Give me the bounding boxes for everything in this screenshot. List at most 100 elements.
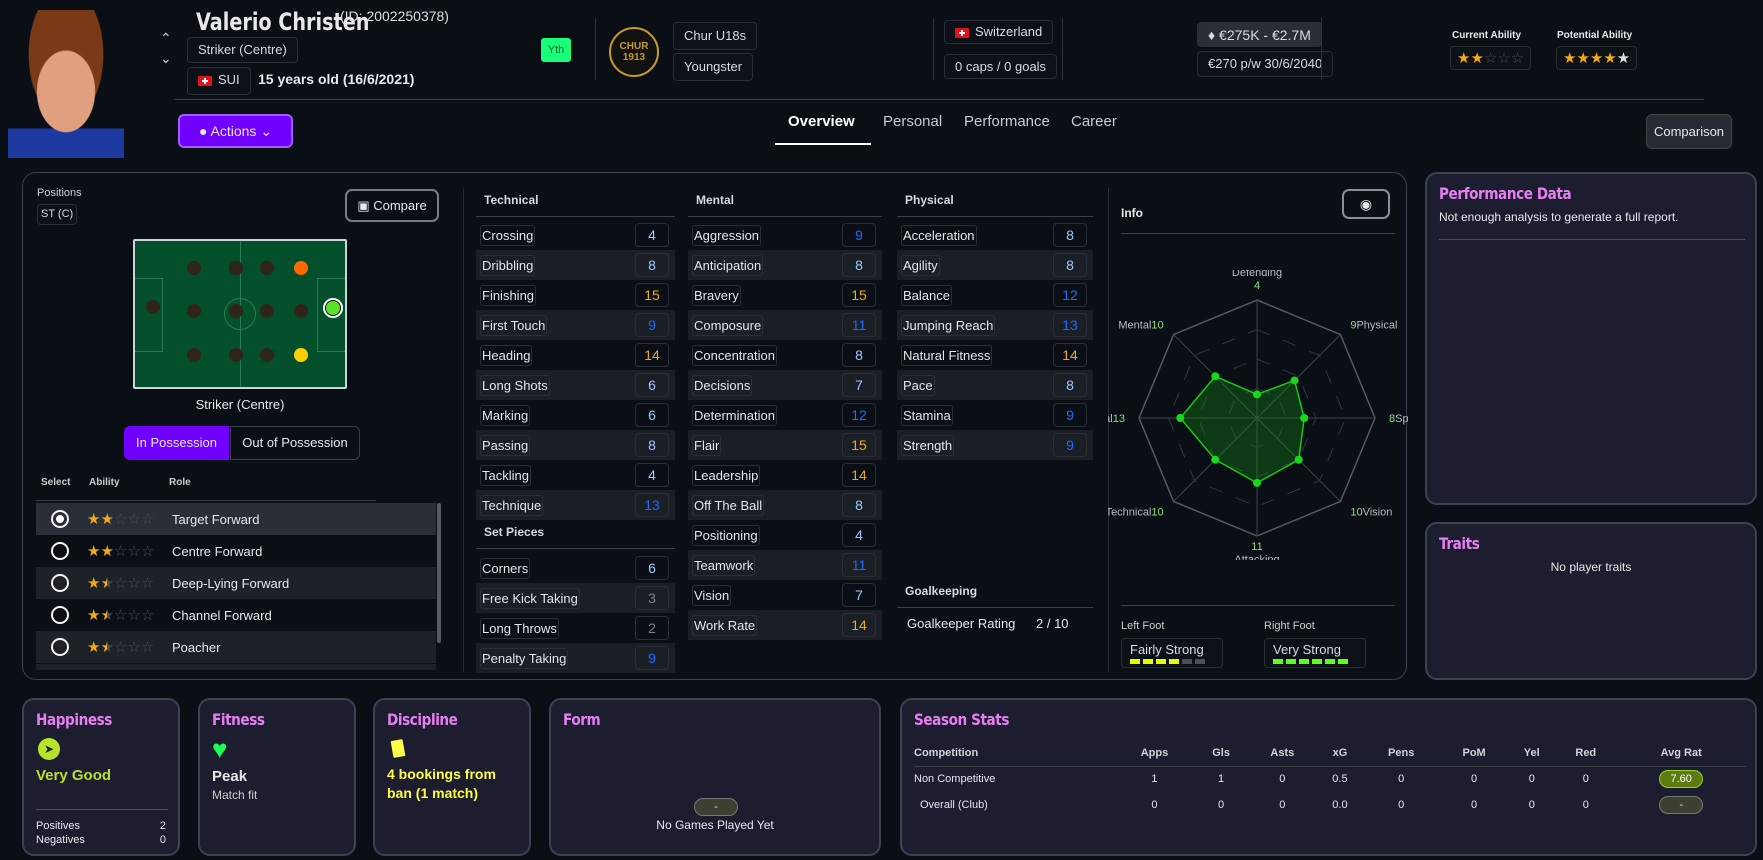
nation-name-chip[interactable]: Switzerland <box>944 20 1054 44</box>
person-icon: ● <box>198 123 211 139</box>
attribute-row[interactable]: Vision 7 <box>688 580 882 610</box>
compare-button[interactable]: ▣ Compare <box>345 189 439 222</box>
pitch-caption: Striker (Centre) <box>195 397 285 412</box>
attribute-value: 3 <box>635 586 669 610</box>
role-name: Target Forward <box>172 511 260 527</box>
role-radio[interactable] <box>51 638 69 656</box>
attribute-row[interactable]: Stamina 9 <box>897 400 1093 430</box>
attribute-row[interactable]: Jumping Reach 13 <box>897 310 1093 340</box>
role-radio[interactable] <box>51 542 69 560</box>
attribute-row[interactable]: Dribbling 8 <box>476 250 675 280</box>
attribute-row[interactable]: Composure 11 <box>688 310 882 340</box>
attribute-row[interactable]: Crossing 4 <box>476 220 675 250</box>
tab-personal[interactable]: Personal <box>883 113 943 130</box>
attribute-row[interactable]: Long Throws 2 <box>476 613 675 643</box>
role-row[interactable]: ★★☆☆☆ Centre Forward <box>36 535 436 567</box>
attribute-row[interactable]: First Touch 9 <box>476 310 675 340</box>
attribute-radar-chart: Defending49Physical8Speed10Vision11Attac… <box>1108 270 1408 560</box>
in-possession-toggle[interactable]: In Possession <box>124 426 229 460</box>
stats-cell: 0 <box>1218 799 1225 811</box>
foot-meter-segment <box>1299 659 1309 664</box>
comparison-button[interactable]: Comparison <box>1646 114 1732 149</box>
role-radio[interactable] <box>51 510 69 528</box>
nation-code: SUI <box>218 72 240 87</box>
position-dot <box>229 304 243 318</box>
attribute-row[interactable]: Work Rate 14 <box>688 610 882 640</box>
attribute-name: Balance <box>901 284 952 306</box>
attribute-row[interactable]: Flair 15 <box>688 430 882 460</box>
stats-cell: 7.60 <box>1616 766 1746 792</box>
position-dot <box>260 304 274 318</box>
attribute-row[interactable]: Agility 8 <box>897 250 1093 280</box>
attribute-row[interactable]: Tackling 4 <box>476 460 675 490</box>
attribute-name: Crossing <box>480 224 536 246</box>
prev-player-button[interactable]: ⌃ <box>160 30 172 46</box>
position-dot <box>187 261 201 275</box>
roles-scrollbar[interactable] <box>437 503 441 643</box>
happiness-card[interactable]: Happiness ➤ Very Good Positives 2 Negati… <box>22 698 180 856</box>
tab-performance[interactable]: Performance <box>964 113 1050 130</box>
attribute-value: 13 <box>1053 313 1087 337</box>
stats-row[interactable]: Non Competitive 1 1 0 0.5 0 0 0 0 7.60 <box>914 766 1746 792</box>
actions-button[interactable]: ● Actions ⌄ <box>178 114 293 148</box>
attribute-row[interactable]: Aggression 9 <box>688 220 882 250</box>
attribute-value: 7 <box>842 583 876 607</box>
stats-row[interactable]: Overall (Club) 0 0 0 0.0 0 0 0 0 - <box>914 792 1746 818</box>
attribute-name: Long Throws <box>480 617 559 639</box>
attribute-row[interactable]: Long Shots 6 <box>476 370 675 400</box>
attribute-row[interactable]: Passing 8 <box>476 430 675 460</box>
attribute-row[interactable]: Positioning 4 <box>688 520 882 550</box>
radar-axis-name: Technical <box>1108 506 1151 518</box>
next-player-button[interactable]: ⌄ <box>160 50 172 66</box>
attribute-row[interactable]: Natural Fitness 14 <box>897 340 1093 370</box>
attribute-row[interactable]: Determination 12 <box>688 400 882 430</box>
attribute-row[interactable]: Free Kick Taking 3 <box>476 583 675 613</box>
club-logo-text: CHUR 1913 <box>619 41 649 63</box>
club-logo[interactable]: CHUR 1913 <box>609 27 659 77</box>
attribute-row[interactable]: Teamwork 11 <box>688 550 882 580</box>
role-radio[interactable] <box>51 574 69 592</box>
attribute-value: 9 <box>635 646 669 670</box>
value-chip: ♦ €275K - €2.7M <box>1197 22 1322 47</box>
attribute-name: Aggression <box>692 224 762 246</box>
tab-overview[interactable]: Overview <box>788 113 855 130</box>
form-title: Form <box>563 710 601 729</box>
attribute-row[interactable]: Acceleration 8 <box>897 220 1093 250</box>
attribute-row[interactable]: Decisions 7 <box>688 370 882 400</box>
attribute-row[interactable]: Corners 6 <box>476 553 675 583</box>
radar-point <box>1290 376 1299 385</box>
fitness-card[interactable]: Fitness ♥ Peak Match fit <box>198 698 356 856</box>
attribute-row[interactable]: Penalty Taking 9 <box>476 643 675 673</box>
tab-career[interactable]: Career <box>1071 113 1117 130</box>
attribute-row[interactable]: Marking 6 <box>476 400 675 430</box>
attribute-value: 14 <box>842 463 876 487</box>
attribute-value: 6 <box>635 556 669 580</box>
discipline-card[interactable]: Discipline 4 bookings from ban (1 match) <box>373 698 531 856</box>
info-settings-button[interactable]: ◉ <box>1342 189 1390 219</box>
role-row[interactable]: ★★☆☆☆ Target Forward <box>36 503 436 535</box>
form-card[interactable]: Form - No Games Played Yet <box>549 698 881 856</box>
attribute-row[interactable]: Balance 12 <box>897 280 1093 310</box>
club-team-chip[interactable]: Chur U18s <box>673 22 758 50</box>
position-dot <box>260 348 274 362</box>
role-row[interactable]: ★★☆☆☆ Channel Forward <box>36 599 436 631</box>
out-of-possession-toggle[interactable]: Out of Possession <box>230 426 360 460</box>
attribute-row[interactable]: Off The Ball 8 <box>688 490 882 520</box>
attribute-row[interactable]: Anticipation 8 <box>688 250 882 280</box>
attribute-row[interactable]: Concentration 8 <box>688 340 882 370</box>
role-radio[interactable] <box>51 606 69 624</box>
attribute-row[interactable]: Technique 13 <box>476 490 675 520</box>
nation-chip[interactable]: SUI <box>187 67 251 95</box>
attribute-row[interactable]: Strength 9 <box>897 430 1093 460</box>
selected-position-dot[interactable] <box>323 298 343 318</box>
radar-axis <box>1256 334 1341 419</box>
attribute-row[interactable]: Bravery 15 <box>688 280 882 310</box>
attribute-row[interactable]: Finishing 15 <box>476 280 675 310</box>
attribute-row[interactable]: Pace 8 <box>897 370 1093 400</box>
role-row[interactable]: ★★☆☆☆ Poacher <box>36 631 436 663</box>
left-foot-value: Fairly Strong <box>1130 642 1204 657</box>
attribute-row[interactable]: Leadership 14 <box>688 460 882 490</box>
attribute-row[interactable]: Heading 14 <box>476 340 675 370</box>
stats-cell: 1 <box>1218 773 1225 786</box>
role-row[interactable]: ★★☆☆☆ Deep-Lying Forward <box>36 567 436 599</box>
